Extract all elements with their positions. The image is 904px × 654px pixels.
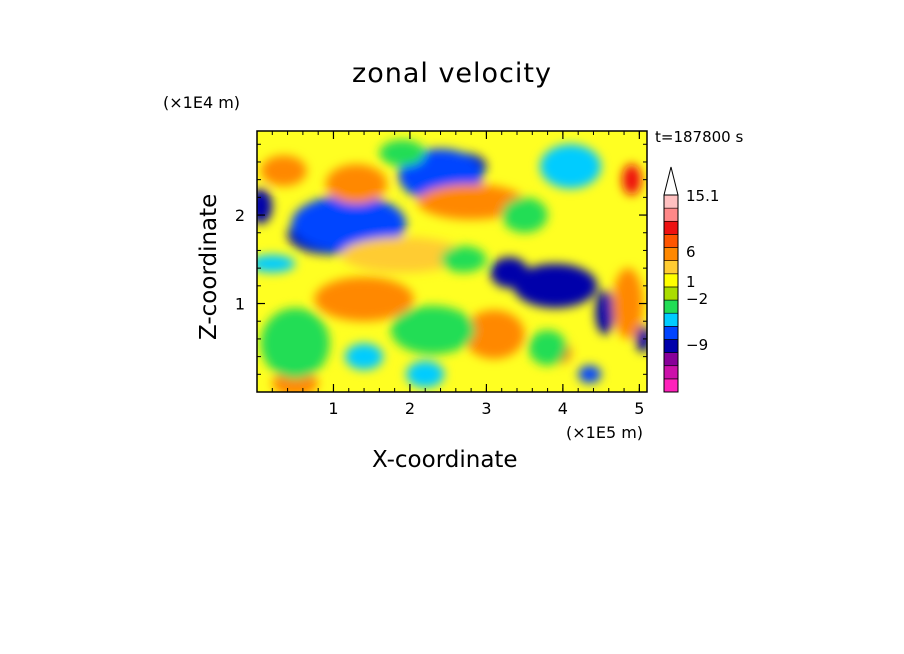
colorbar-segment	[663, 339, 679, 353]
contour-region	[539, 144, 602, 189]
contour-region	[578, 365, 602, 384]
contour-region	[501, 197, 548, 233]
colorbar-label: −2	[686, 290, 708, 308]
x-tick-label: 1	[328, 399, 338, 418]
contour-region	[379, 139, 426, 167]
chart-title: zonal velocity	[352, 58, 552, 89]
colorbar-label: −9	[686, 336, 708, 354]
colorbar-segment	[663, 234, 679, 248]
y-tick-label: 2	[235, 206, 245, 225]
colorbar-segment	[663, 378, 679, 393]
contour-region	[260, 307, 330, 379]
colorbar-segment	[663, 352, 679, 367]
contour-region	[635, 325, 647, 353]
contour-region	[257, 188, 273, 224]
y-tick-label: 1	[235, 295, 245, 314]
contour-region	[528, 330, 567, 366]
contour-region	[325, 164, 388, 204]
contour-region	[291, 195, 407, 253]
contour-region	[406, 361, 445, 388]
colorbar-segment	[663, 365, 679, 380]
contour-region	[341, 237, 464, 273]
x-tick-label: 4	[558, 399, 568, 418]
colorbar-segment	[663, 194, 679, 209]
colorbar-segment	[663, 273, 679, 288]
x-tick-label: 5	[634, 399, 644, 418]
colorbar-label: 15.1	[686, 187, 719, 205]
contour-region	[257, 254, 296, 273]
colorbar-segment	[663, 286, 679, 301]
contour-region	[463, 310, 525, 359]
contour-region	[314, 276, 414, 322]
x-tick-label: 3	[481, 399, 491, 418]
plot-frame	[256, 130, 648, 393]
colorbar-segment	[663, 247, 679, 261]
contour-region	[344, 343, 384, 370]
contour-region	[595, 290, 615, 335]
colorbar-segment	[663, 260, 679, 275]
contour-region	[612, 268, 644, 339]
contour-region	[490, 257, 529, 289]
y-unit-label: (×1E4 m)	[163, 93, 241, 112]
plot-area	[257, 131, 647, 392]
x-tick-label: 2	[405, 399, 415, 418]
colorbar-extend-arrow	[663, 166, 679, 196]
contour-region	[417, 184, 525, 220]
time-label: t=187800 s	[655, 128, 744, 146]
colorbar-segment	[663, 207, 679, 222]
contour-region	[622, 164, 642, 196]
colorbar-segment	[663, 299, 679, 314]
colorbar-label: 6	[686, 243, 696, 261]
colorbar-frame	[663, 194, 679, 393]
colorbar-label: 1	[686, 273, 696, 291]
x-unit-label: (×1E5 m)	[566, 423, 644, 442]
colorbar-segment	[663, 326, 679, 340]
x-axis-label: X-coordinate	[372, 447, 518, 473]
contour-region	[513, 263, 598, 308]
contour-region	[390, 305, 475, 355]
colorbar-segment	[663, 220, 679, 235]
contour-region	[440, 246, 487, 273]
colorbar: 15.1 6 1−2 −9	[663, 166, 719, 393]
colorbar-segment	[663, 312, 679, 327]
contour-region	[260, 155, 307, 187]
